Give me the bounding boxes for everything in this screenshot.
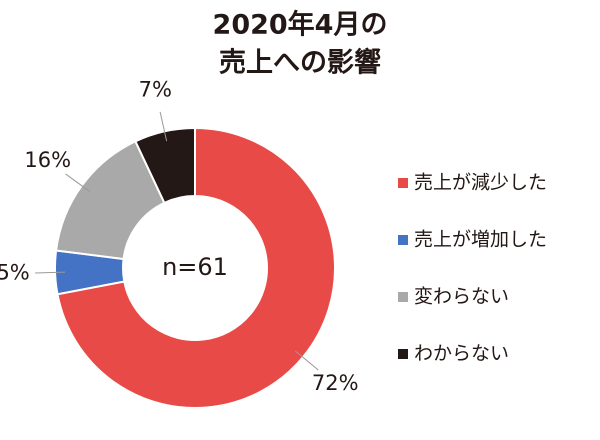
data-label: 16% bbox=[24, 148, 71, 172]
legend-label: 変わらない bbox=[414, 286, 509, 308]
legend-label: 売上が減少した bbox=[414, 172, 547, 194]
donut-slice bbox=[134, 126, 196, 205]
legend-swatch bbox=[398, 349, 408, 359]
legend-swatch bbox=[398, 235, 408, 245]
leader-line bbox=[35, 271, 66, 274]
legend-swatch bbox=[398, 292, 408, 302]
legend-label: 売上が増加した bbox=[414, 229, 547, 251]
data-label: 72% bbox=[312, 371, 359, 395]
leader-line bbox=[294, 350, 319, 371]
center-annotation: n=61 bbox=[162, 253, 228, 281]
donut-slice bbox=[56, 126, 336, 409]
leader-line bbox=[65, 173, 91, 192]
data-label: 7% bbox=[139, 77, 172, 101]
legend-swatch bbox=[398, 178, 408, 188]
data-label: 5% bbox=[0, 261, 30, 285]
chart-title: 売上への影響 bbox=[219, 47, 381, 79]
legend-label: わからない bbox=[414, 343, 509, 365]
leader-line bbox=[159, 111, 168, 142]
chart-title: 2020年4月の bbox=[213, 9, 388, 41]
